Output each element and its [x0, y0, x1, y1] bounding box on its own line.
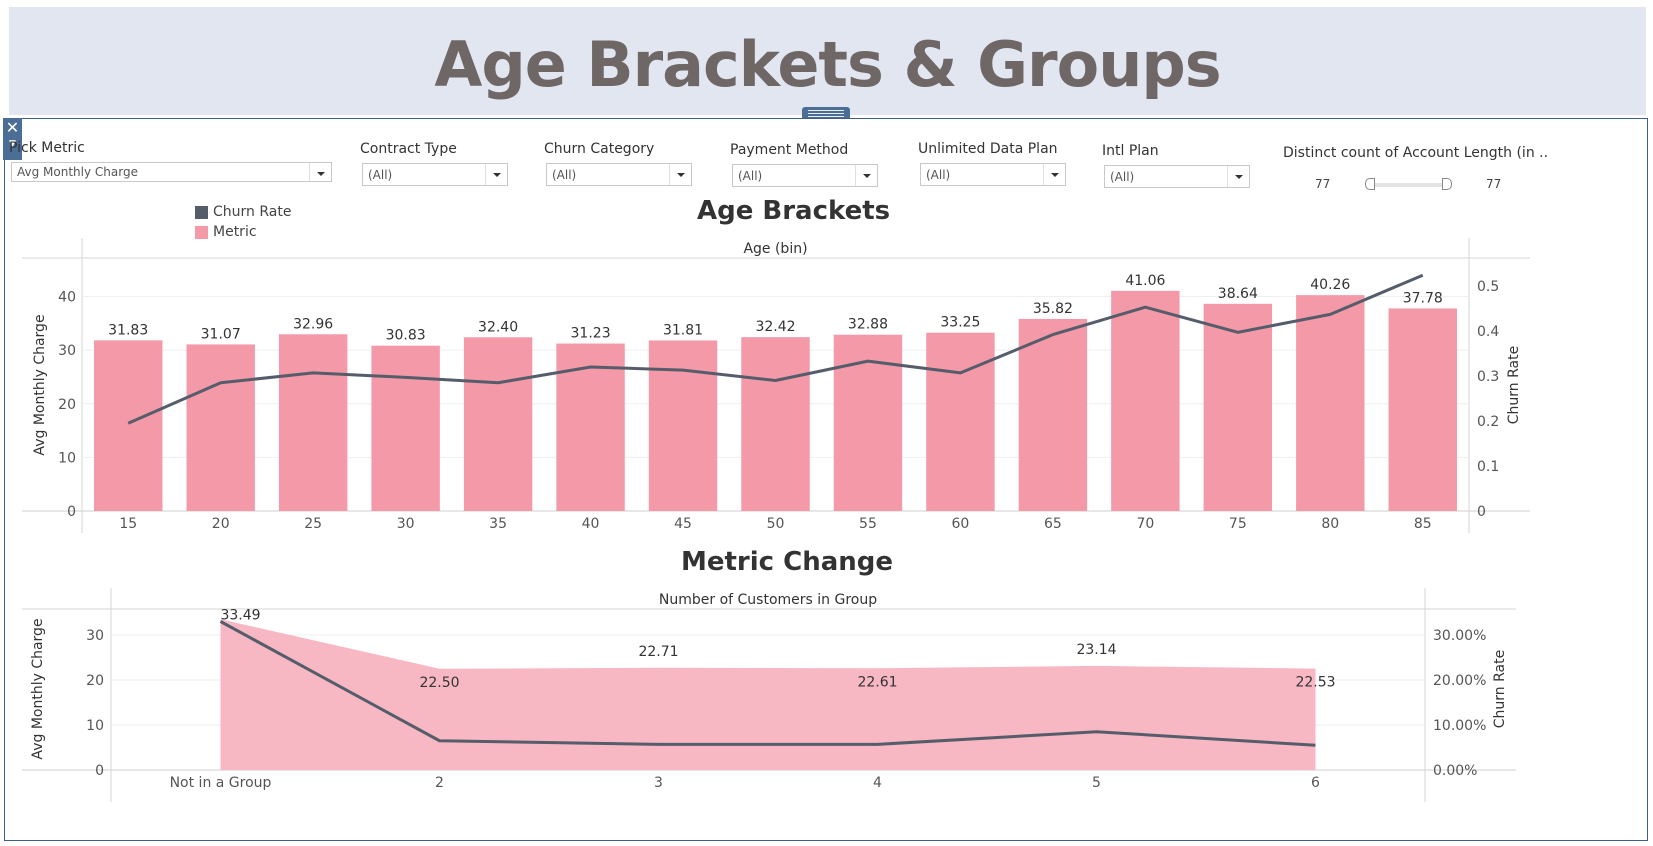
chevron-down-icon[interactable] — [669, 164, 691, 185]
unlimited-data-plan-label: Unlimited Data Plan — [918, 141, 1058, 157]
legend-item-metric[interactable]: Metric — [213, 224, 257, 240]
payment-method-label: Payment Method — [730, 142, 849, 158]
account-length-min-value: 77 — [1315, 177, 1331, 191]
legend-item-churn-rate[interactable]: Churn Rate — [213, 204, 292, 220]
age-brackets-title: Age Brackets — [697, 196, 891, 226]
account-length-slider-track[interactable] — [1369, 183, 1449, 187]
churn-category-value: (All) — [552, 168, 577, 182]
chevron-down-icon[interactable] — [1043, 164, 1065, 185]
payment-method-dropdown[interactable]: (All) — [732, 164, 878, 187]
page-title: Age Brackets & Groups — [434, 28, 1221, 101]
intl-plan-dropdown[interactable]: (All) — [1104, 165, 1250, 188]
chevron-down-icon[interactable] — [309, 163, 331, 181]
collapse-handle[interactable] — [802, 107, 850, 120]
churn-category-label: Churn Category — [544, 141, 655, 157]
unlimited-data-plan-value: (All) — [926, 168, 951, 182]
account-length-max-value: 77 — [1486, 177, 1502, 191]
chevron-down-icon[interactable] — [485, 164, 507, 185]
pick-metric-dropdown[interactable]: Avg Monthly Charge — [11, 162, 332, 182]
more-options-icon[interactable]: ▼ — [9, 139, 16, 149]
contract-type-dropdown[interactable]: (All) — [362, 163, 508, 186]
pick-metric-value: Avg Monthly Charge — [17, 165, 138, 179]
slider-min-handle[interactable] — [1365, 178, 1375, 190]
slider-max-handle[interactable] — [1442, 178, 1452, 190]
chevron-down-icon[interactable] — [855, 165, 877, 186]
intl-plan-value: (All) — [1110, 170, 1135, 184]
legend-swatch-churn-rate — [195, 206, 208, 219]
contract-type-label: Contract Type — [360, 141, 457, 157]
legend-swatch-metric — [195, 226, 208, 239]
unlimited-data-plan-dropdown[interactable]: (All) — [920, 163, 1066, 186]
pick-metric-label: Pick Metric — [9, 140, 85, 156]
close-icon[interactable]: ✕ — [5, 118, 20, 137]
churn-category-dropdown[interactable]: (All) — [546, 163, 692, 186]
intl-plan-label: Intl Plan — [1102, 143, 1159, 159]
contract-type-value: (All) — [368, 168, 393, 182]
account-length-label: Distinct count of Account Length (in .. — [1283, 145, 1549, 161]
chevron-down-icon[interactable] — [1227, 166, 1249, 187]
payment-method-value: (All) — [738, 169, 763, 183]
container-controls[interactable]: ✕ ▼ — [3, 118, 22, 160]
metric-change-title: Metric Change — [681, 547, 894, 577]
header-band — [9, 7, 1646, 115]
